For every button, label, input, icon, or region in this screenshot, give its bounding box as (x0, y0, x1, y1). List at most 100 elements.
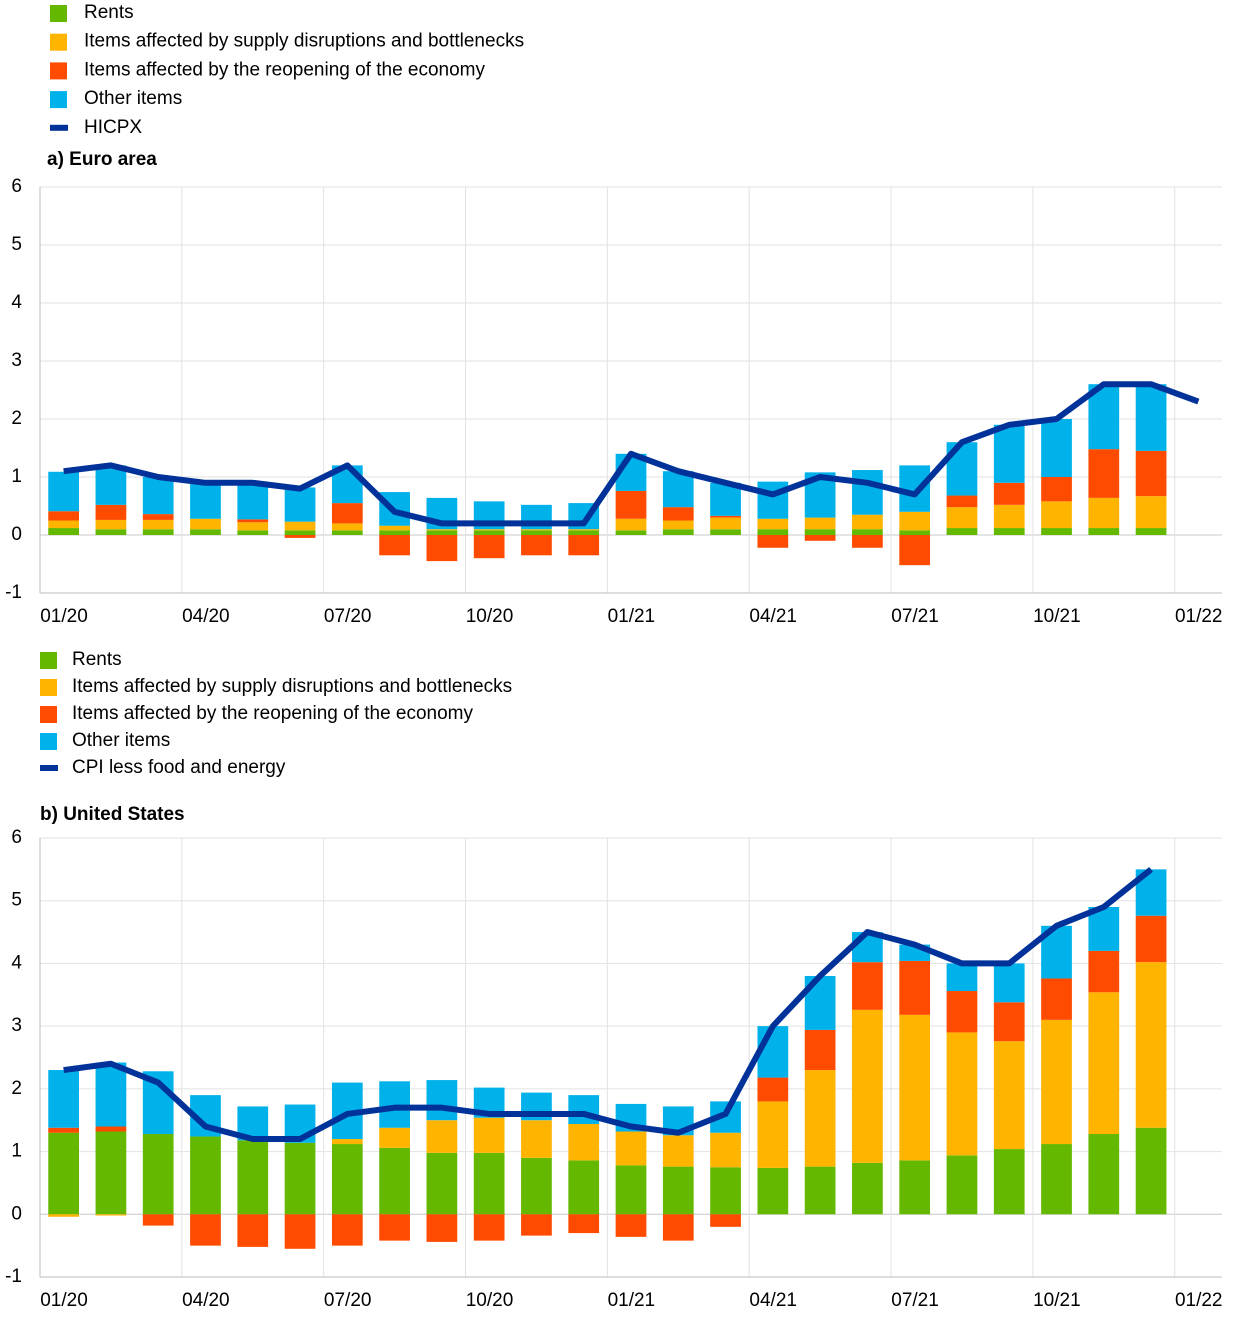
bar-segment (946, 991, 978, 1033)
y-tick-label: 5 (11, 234, 22, 255)
x-tick-label: 01/20 (40, 1290, 88, 1311)
bar-segment (993, 1149, 1025, 1215)
legend-label: Items affected by supply disruptions and… (72, 676, 512, 697)
bar-segment (1135, 962, 1167, 1128)
legend-swatch (40, 706, 57, 723)
bar-segment (804, 529, 836, 535)
bar-segment (946, 495, 978, 508)
bar-segment (284, 535, 316, 538)
bar-segment (1088, 992, 1120, 1135)
bar-segment (473, 1117, 505, 1153)
bar-segment (1088, 528, 1120, 535)
legend-swatch (50, 5, 67, 22)
bar-segment (284, 487, 316, 522)
bar-segment (237, 1140, 269, 1215)
bar-segment (1041, 501, 1072, 529)
bar-segment (946, 1032, 978, 1156)
bar-segment (710, 1132, 741, 1168)
y-tick-label: -1 (5, 1266, 22, 1287)
bar-segment (379, 1147, 410, 1215)
bar-segment (946, 528, 978, 535)
x-tick-label: 01/20 (40, 606, 88, 627)
bar-segment (899, 1160, 931, 1215)
bar-segment (710, 517, 741, 530)
x-tick-label: 10/20 (466, 1290, 514, 1311)
bar-segment (521, 535, 552, 556)
x-tick-label: 10/20 (466, 606, 514, 627)
bar-segment (804, 535, 836, 541)
legend-swatch (50, 91, 67, 109)
bar-segment (379, 525, 410, 531)
bar-segment (142, 514, 174, 520)
bar-segment (899, 465, 931, 512)
bar-segment (95, 1131, 127, 1215)
bar-segment (615, 530, 647, 535)
bar-segment (852, 514, 883, 530)
y-tick-label: 4 (11, 292, 22, 313)
y-tick-label: 1 (11, 1141, 22, 1162)
bar-segment (284, 521, 316, 531)
bar-segment (568, 530, 600, 535)
bar-segment (757, 1101, 789, 1168)
legend-label: Other items (84, 88, 182, 109)
bar-segment (662, 1135, 694, 1167)
bar-segment (331, 503, 363, 524)
bar-segment (331, 523, 363, 531)
legend-line (50, 124, 68, 131)
bar-segment (852, 535, 883, 548)
bar-segment (48, 528, 80, 535)
bar-segment (1041, 419, 1072, 477)
bar-segment (615, 518, 647, 531)
bar-segment (379, 530, 410, 535)
bar-segment (662, 529, 694, 535)
bar-segment (568, 535, 600, 556)
y-tick-label: 6 (11, 176, 22, 197)
bar-segment (426, 529, 458, 531)
bar-segment (48, 1214, 80, 1217)
bar-segment (1088, 906, 1120, 951)
bar-segment (142, 1134, 174, 1215)
bar-segment (1041, 528, 1072, 535)
bar-segment (284, 1142, 316, 1215)
bar-segment (615, 1214, 647, 1237)
bar-segment (521, 1214, 552, 1236)
x-tick-label: 07/21 (891, 1290, 939, 1311)
x-tick-label: 01/22 (1175, 1290, 1223, 1311)
bar-segment (473, 529, 505, 531)
bar-segment (142, 1214, 174, 1226)
bar-segment (1088, 449, 1120, 498)
legend-label: Items affected by the reopening of the e… (84, 59, 486, 80)
bar-segment (190, 1136, 221, 1215)
legend-swatch (40, 733, 57, 750)
bar-segment (757, 518, 789, 530)
bar-segment (142, 519, 174, 530)
bar-segment (379, 1214, 410, 1241)
bar-segment (899, 1014, 931, 1161)
x-tick-label: 07/21 (891, 606, 939, 627)
x-tick-label: 01/21 (608, 606, 656, 627)
bar-segment (852, 962, 883, 1010)
bar-segment (568, 1214, 600, 1234)
bar-segment (473, 530, 505, 535)
bar-segment (993, 528, 1025, 535)
bar-segment (95, 529, 127, 535)
bar-segment (284, 1214, 316, 1249)
bar-segment (521, 1120, 552, 1158)
bar-segment (1088, 950, 1120, 993)
y-tick-label: 5 (11, 890, 22, 911)
bar-segment (662, 507, 694, 521)
legend-label: Items affected by the reopening of the e… (72, 703, 474, 724)
panel-title: b) United States (40, 804, 185, 825)
bar-segment (48, 1070, 80, 1128)
bar-segment (1041, 1144, 1072, 1215)
bar-segment (473, 1152, 505, 1215)
bar-segment (662, 520, 694, 530)
bar-segment (95, 504, 127, 520)
y-tick-label: 3 (11, 350, 22, 371)
bar-segment (993, 1041, 1025, 1150)
panel-title: a) Euro area (47, 149, 157, 170)
bar-segment (1135, 528, 1167, 535)
x-tick-label: 10/21 (1033, 606, 1081, 627)
bar-segment (379, 535, 410, 556)
